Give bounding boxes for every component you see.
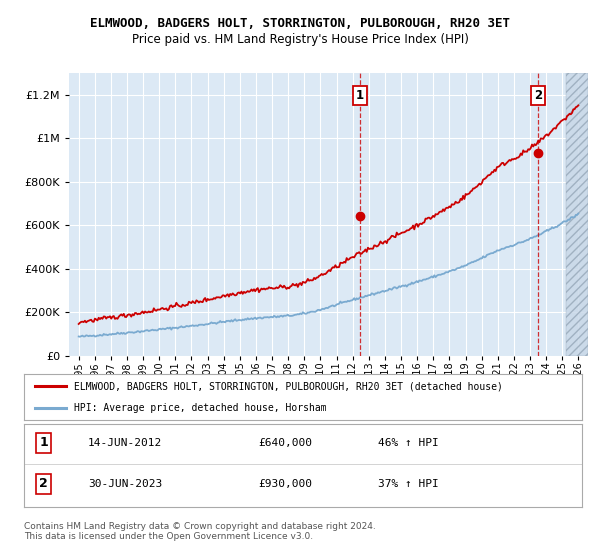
Text: ELMWOOD, BADGERS HOLT, STORRINGTON, PULBOROUGH, RH20 3ET: ELMWOOD, BADGERS HOLT, STORRINGTON, PULB… (90, 17, 510, 30)
Text: £930,000: £930,000 (259, 479, 313, 488)
Text: £640,000: £640,000 (259, 438, 313, 448)
Text: 2: 2 (534, 89, 542, 102)
Text: ELMWOOD, BADGERS HOLT, STORRINGTON, PULBOROUGH, RH20 3ET (detached house): ELMWOOD, BADGERS HOLT, STORRINGTON, PULB… (74, 381, 503, 391)
Text: Contains HM Land Registry data © Crown copyright and database right 2024.
This d: Contains HM Land Registry data © Crown c… (24, 522, 376, 542)
Text: 14-JUN-2012: 14-JUN-2012 (88, 438, 163, 448)
Text: Price paid vs. HM Land Registry's House Price Index (HPI): Price paid vs. HM Land Registry's House … (131, 32, 469, 46)
Bar (566, 73, 588, 356)
Text: 1: 1 (39, 436, 48, 450)
Text: HPI: Average price, detached house, Horsham: HPI: Average price, detached house, Hors… (74, 403, 327, 413)
Text: 46% ↑ HPI: 46% ↑ HPI (379, 438, 439, 448)
Text: 2: 2 (39, 477, 48, 490)
Text: 30-JUN-2023: 30-JUN-2023 (88, 479, 163, 488)
Text: 1: 1 (356, 89, 364, 102)
Text: 37% ↑ HPI: 37% ↑ HPI (379, 479, 439, 488)
